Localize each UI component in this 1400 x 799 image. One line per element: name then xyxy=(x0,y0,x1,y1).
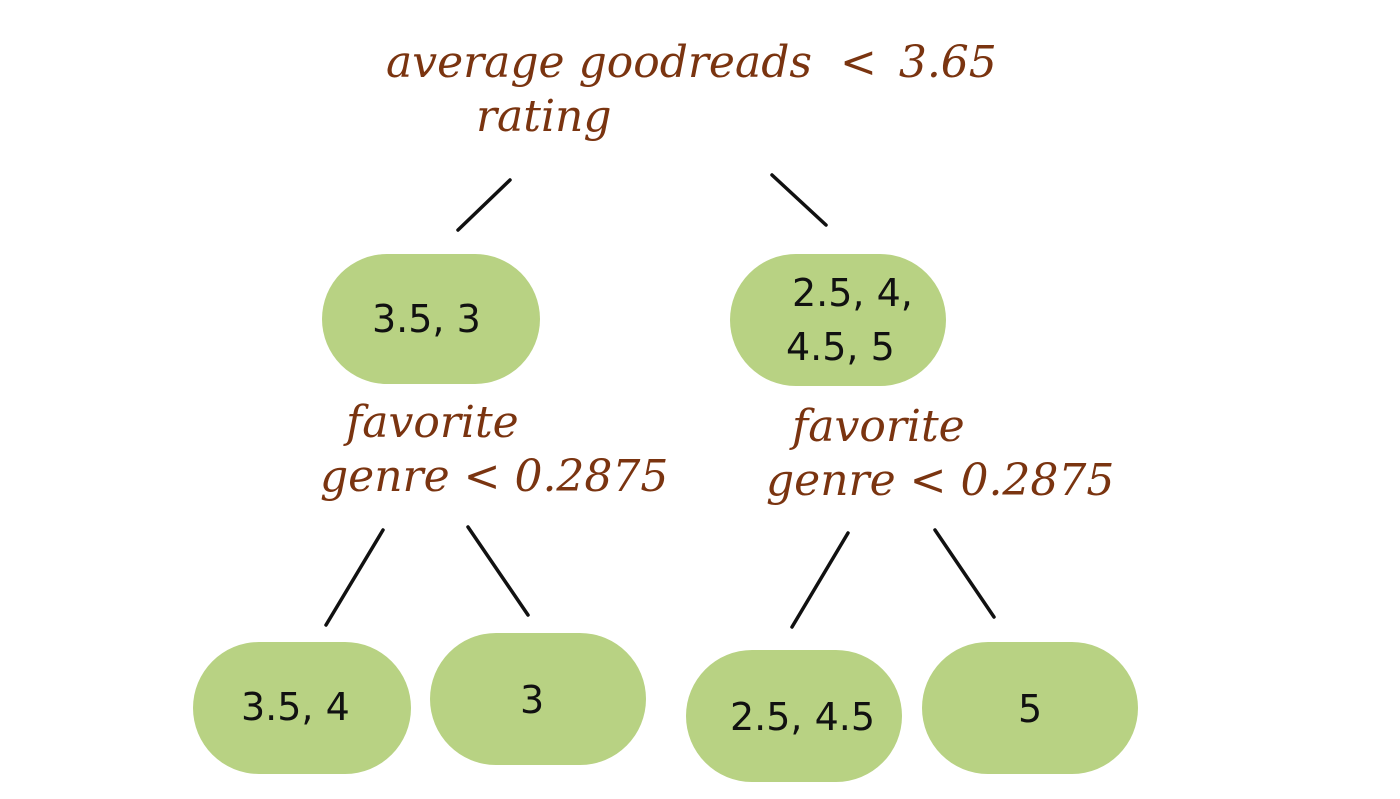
leaf-4: 5 xyxy=(922,642,1138,774)
leaf-3: 2.5, 4.5 xyxy=(686,650,902,782)
node-right-values-line1: 2.5, 4, xyxy=(792,271,913,315)
leaf-1-values: 3.5, 4 xyxy=(241,685,350,729)
leaf-4-values: 5 xyxy=(1018,687,1043,731)
edge-right-leaf3 xyxy=(790,531,850,629)
leaf-2-values: 3 xyxy=(520,678,545,722)
node-left: 3.5, 3 xyxy=(322,254,540,384)
leaf-1: 3.5, 4 xyxy=(193,642,411,774)
root-operator: < xyxy=(839,37,877,88)
edge-left-leaf1 xyxy=(324,528,385,627)
leaf-3-values: 2.5, 4.5 xyxy=(730,695,876,739)
left-split-feature-label: favorite xyxy=(346,397,519,448)
edge-root-right xyxy=(770,173,828,227)
node-left-values: 3.5, 3 xyxy=(372,297,481,341)
left-split-condition: genre < 0.2875 xyxy=(320,451,669,502)
node-right: 2.5, 4, 4.5, 5 xyxy=(730,254,946,386)
root-threshold: 3.65 xyxy=(898,37,997,88)
right-split-feature-label: favorite xyxy=(792,401,965,452)
node-right-values-line2: 4.5, 5 xyxy=(786,325,895,369)
root-condition: average goodreads < 3.65 xyxy=(386,38,997,88)
root-feature-label: average goodreads xyxy=(386,37,812,88)
edge-left-leaf2 xyxy=(466,525,530,617)
leaf-2: 3 xyxy=(430,633,646,765)
right-split-condition: genre < 0.2875 xyxy=(766,455,1115,506)
edge-right-leaf4 xyxy=(933,528,996,619)
edge-root-left xyxy=(456,178,512,232)
root-feature-label-line2: rating xyxy=(476,91,612,142)
